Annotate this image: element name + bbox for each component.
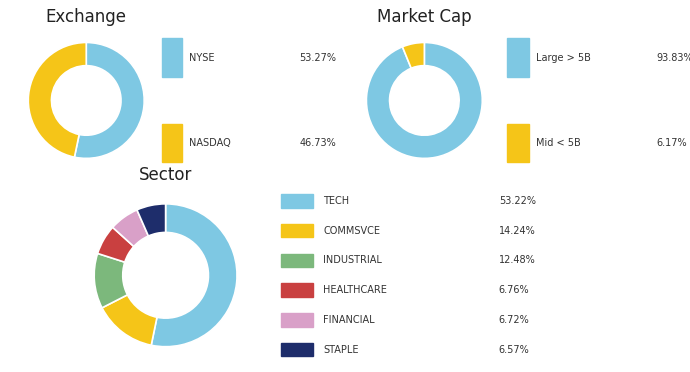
Text: COMMSVCE: COMMSVCE (323, 226, 380, 235)
Wedge shape (112, 210, 148, 247)
Bar (282, 254, 313, 267)
Text: FINANCIAL: FINANCIAL (323, 315, 375, 325)
Text: INDUSTRIAL: INDUSTRIAL (323, 256, 382, 265)
Text: 12.48%: 12.48% (499, 256, 535, 265)
Wedge shape (75, 42, 144, 158)
Text: TECH: TECH (323, 196, 349, 206)
Wedge shape (151, 204, 237, 347)
Bar (282, 283, 313, 297)
Wedge shape (94, 253, 128, 308)
Text: HEALTHCARE: HEALTHCARE (323, 285, 387, 295)
Wedge shape (366, 42, 482, 158)
Text: STAPLE: STAPLE (323, 345, 359, 355)
Wedge shape (28, 42, 86, 157)
Text: Large > 5B: Large > 5B (536, 53, 591, 62)
Wedge shape (102, 295, 157, 345)
Bar (282, 343, 313, 356)
Bar (282, 194, 313, 208)
Text: 46.73%: 46.73% (299, 138, 336, 148)
Wedge shape (137, 204, 166, 236)
Bar (162, 38, 182, 77)
Text: 93.83%: 93.83% (656, 53, 690, 62)
Bar (282, 224, 313, 237)
Bar (507, 38, 529, 77)
Text: 6.57%: 6.57% (499, 345, 530, 355)
Text: NYSE: NYSE (188, 53, 214, 62)
Title: Market Cap: Market Cap (377, 9, 472, 26)
Text: Mid < 5B: Mid < 5B (536, 138, 581, 148)
Wedge shape (402, 42, 424, 68)
Text: 53.22%: 53.22% (499, 196, 536, 206)
Text: 53.27%: 53.27% (299, 53, 337, 62)
Bar (162, 124, 182, 163)
Wedge shape (97, 227, 134, 262)
Bar (507, 124, 529, 163)
Title: Sector: Sector (139, 166, 193, 185)
Text: 6.72%: 6.72% (499, 315, 530, 325)
Bar (282, 313, 313, 327)
Text: 6.17%: 6.17% (656, 138, 687, 148)
Text: 6.76%: 6.76% (499, 285, 529, 295)
Text: NASDAQ: NASDAQ (188, 138, 230, 148)
Text: 14.24%: 14.24% (499, 226, 535, 235)
Title: Exchange: Exchange (46, 9, 127, 26)
